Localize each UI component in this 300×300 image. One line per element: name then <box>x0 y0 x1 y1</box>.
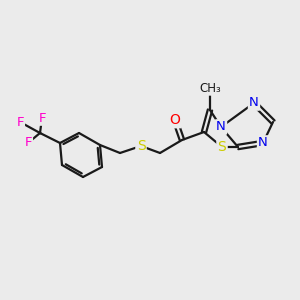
Text: CH₃: CH₃ <box>199 82 221 94</box>
Text: N: N <box>249 97 259 110</box>
Text: S: S <box>136 139 146 153</box>
Text: F: F <box>38 112 46 124</box>
Text: N: N <box>216 121 226 134</box>
Text: N: N <box>258 136 268 149</box>
Text: F: F <box>16 116 24 128</box>
Text: F: F <box>24 136 32 149</box>
Text: O: O <box>169 113 180 127</box>
Text: S: S <box>218 140 226 154</box>
